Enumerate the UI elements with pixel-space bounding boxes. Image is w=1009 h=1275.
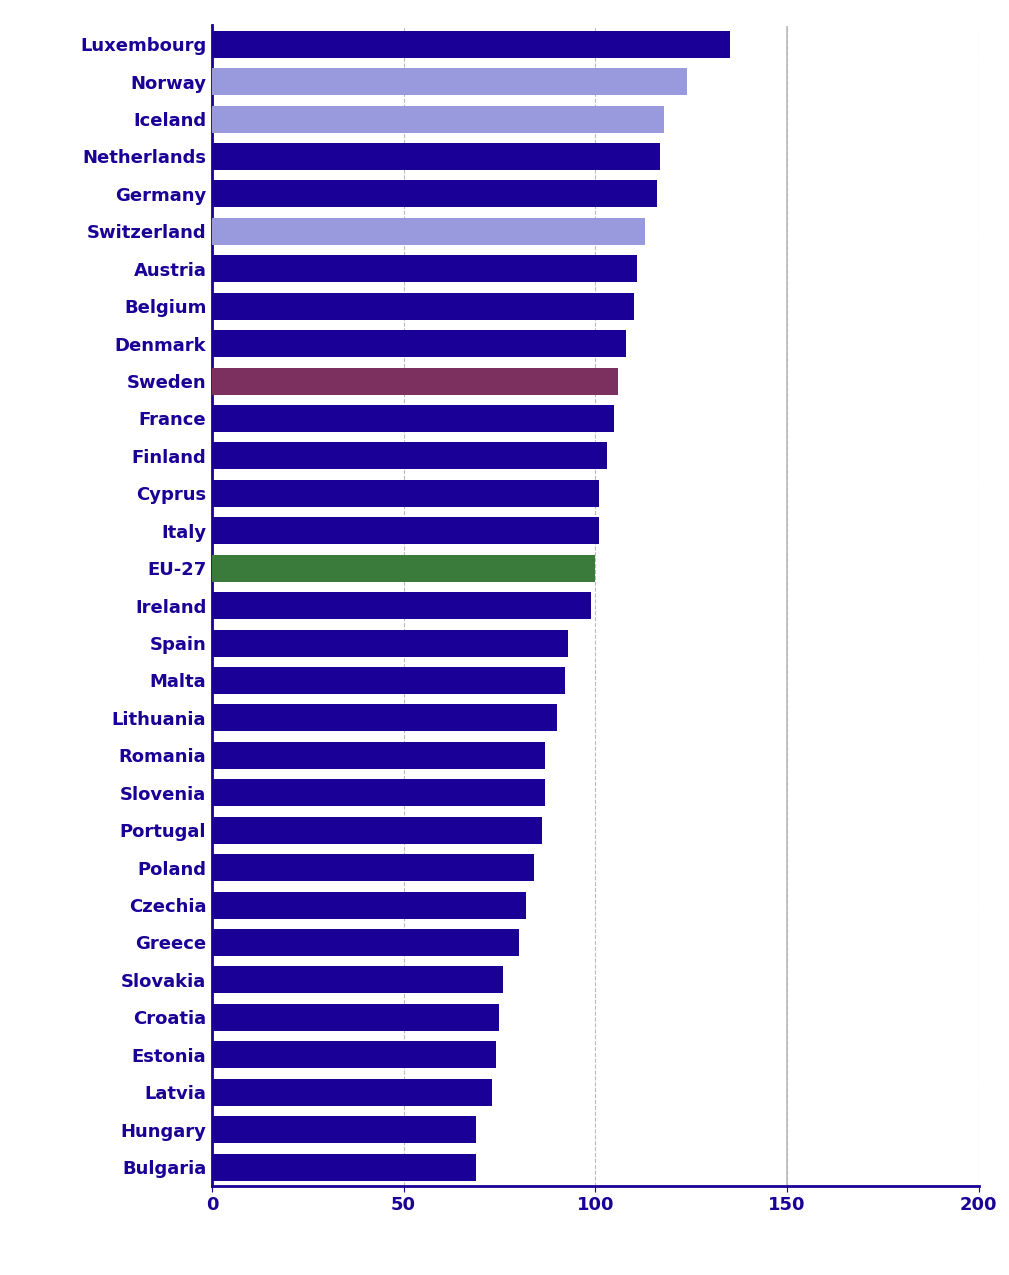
Bar xyxy=(212,555,595,581)
Bar xyxy=(212,891,527,918)
Bar xyxy=(212,255,638,282)
Bar xyxy=(212,1154,476,1181)
Bar xyxy=(212,966,503,993)
Bar xyxy=(212,1079,491,1105)
Bar xyxy=(212,330,626,357)
Bar xyxy=(212,1003,499,1030)
Bar xyxy=(212,218,645,245)
Bar xyxy=(212,854,534,881)
Bar xyxy=(212,442,606,469)
Bar xyxy=(212,630,568,657)
Bar xyxy=(212,181,657,208)
Bar xyxy=(212,742,546,769)
Bar xyxy=(212,1042,495,1068)
Bar xyxy=(212,1116,476,1144)
Bar xyxy=(212,704,557,732)
Bar xyxy=(212,367,619,394)
Bar xyxy=(212,929,519,956)
Bar xyxy=(212,106,664,133)
Bar xyxy=(212,592,591,620)
Bar xyxy=(212,31,730,57)
Bar xyxy=(212,479,599,507)
Bar xyxy=(212,779,546,806)
Bar xyxy=(212,68,687,96)
Bar xyxy=(212,405,614,432)
Bar xyxy=(212,667,565,694)
Bar xyxy=(212,518,599,544)
Bar xyxy=(212,817,542,844)
Bar xyxy=(212,143,661,170)
Bar xyxy=(212,293,634,320)
